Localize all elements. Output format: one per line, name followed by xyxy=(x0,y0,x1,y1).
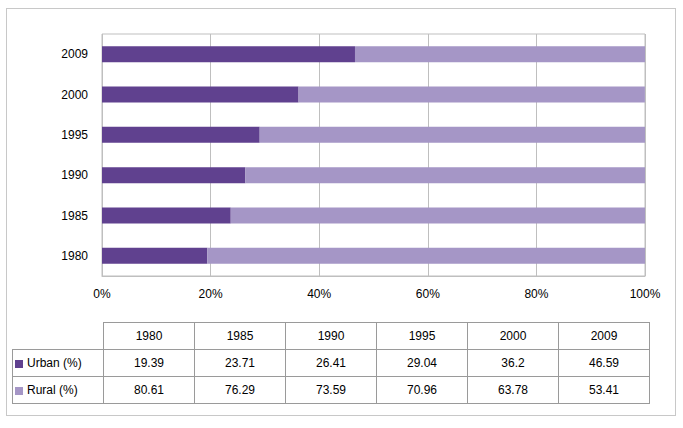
svg-text:60%: 60% xyxy=(416,287,440,301)
svg-text:100%: 100% xyxy=(630,287,661,301)
html-text:1990: 1990 xyxy=(317,329,345,343)
html-text:Rural (%): Rural (%) xyxy=(27,383,78,397)
html-text:2000: 2000 xyxy=(499,329,527,343)
html-text:2009: 2009 xyxy=(590,329,618,343)
svg-text:1985: 1985 xyxy=(61,209,88,223)
html-text:26.41: 26.41 xyxy=(316,356,346,370)
html-text:76.29: 76.29 xyxy=(225,383,255,397)
html-text:Urban (%): Urban (%) xyxy=(27,356,82,370)
svg-text:1990: 1990 xyxy=(61,168,88,182)
html-text:29.04: 29.04 xyxy=(407,356,437,370)
svg-text:40%: 40% xyxy=(307,287,331,301)
html-text:36.2: 36.2 xyxy=(501,356,525,370)
html-text:1980: 1980 xyxy=(135,329,163,343)
svg-text:80%: 80% xyxy=(524,287,548,301)
html-text:1985: 1985 xyxy=(226,329,254,343)
html-text:70.96: 70.96 xyxy=(407,383,437,397)
svg-text:1995: 1995 xyxy=(61,128,88,142)
html-text:53.41: 53.41 xyxy=(589,383,619,397)
svg-text:1980: 1980 xyxy=(61,249,88,263)
html-text:23.71: 23.71 xyxy=(225,356,255,370)
html-text:73.59: 73.59 xyxy=(316,383,346,397)
svg-text:2009: 2009 xyxy=(61,47,88,61)
svg-text:2000: 2000 xyxy=(61,88,88,102)
svg-text:20%: 20% xyxy=(199,287,223,301)
html-text:46.59: 46.59 xyxy=(589,356,619,370)
html-text:19.39: 19.39 xyxy=(134,356,164,370)
svg-text:0%: 0% xyxy=(93,287,111,301)
html-text:63.78: 63.78 xyxy=(498,383,528,397)
html-text:80.61: 80.61 xyxy=(134,383,164,397)
html-text:1995: 1995 xyxy=(408,329,436,343)
